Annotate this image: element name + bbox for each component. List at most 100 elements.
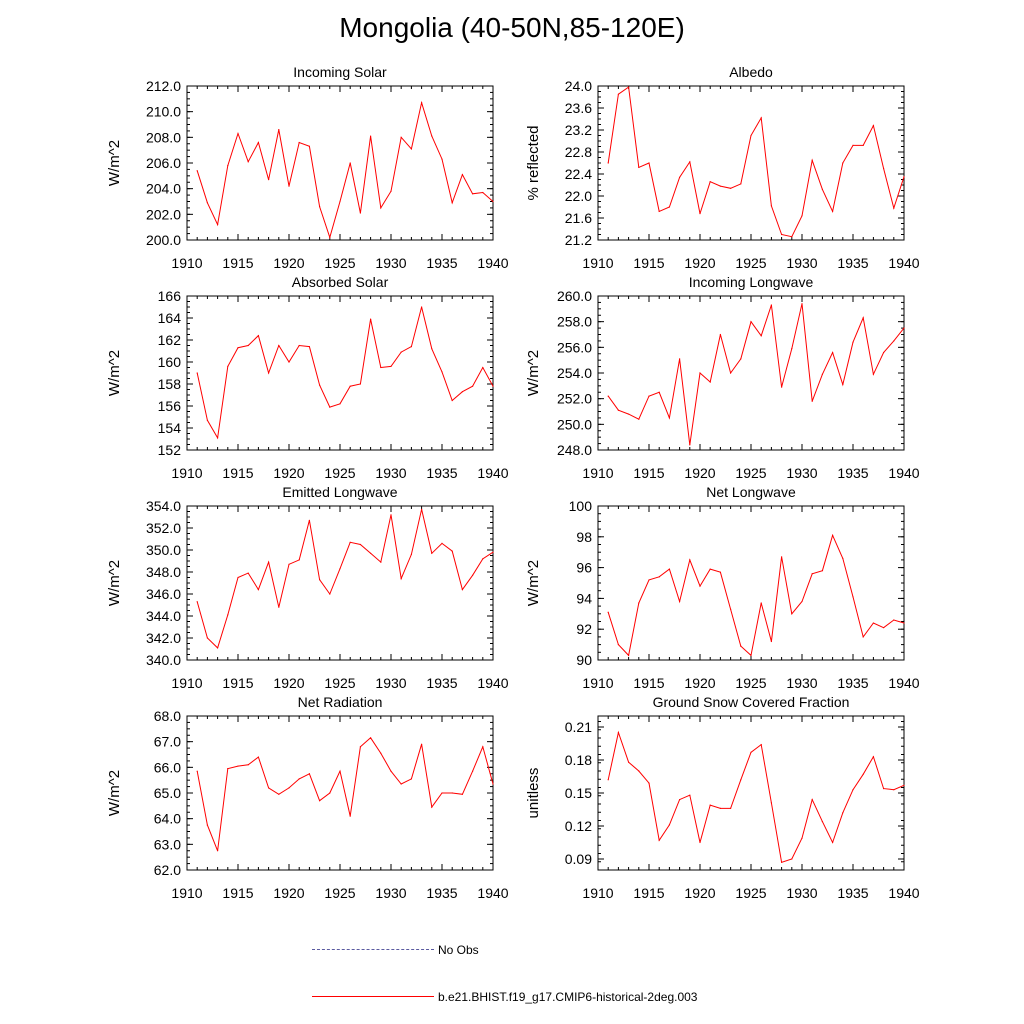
data-point (247, 764, 249, 766)
data-point (278, 129, 280, 131)
data-point (257, 141, 259, 144)
x-tick-label: 1910 (582, 465, 613, 481)
data-point (872, 622, 875, 624)
data-point (668, 568, 671, 570)
data-point (740, 183, 742, 185)
data-point (811, 799, 813, 801)
data-point (461, 793, 463, 795)
data-point (298, 344, 300, 347)
data-point (679, 799, 681, 801)
series-line (607, 303, 905, 445)
data-point (227, 768, 229, 770)
data-point (883, 351, 885, 354)
x-tick-label: 1925 (324, 675, 355, 691)
y-tick-label: 96 (576, 560, 592, 576)
data-point (268, 179, 270, 181)
chart-panel-4: 1910 1915 1920 1925 1930 1935 1940 248.0 250.0 25… (525, 274, 920, 481)
y-tick-label: 202.0 (146, 206, 181, 222)
data-point (719, 333, 722, 336)
data-point (227, 365, 229, 367)
data-point (410, 346, 412, 348)
data-point (791, 613, 793, 615)
y-tick-label: 22.0 (565, 188, 592, 204)
data-point (648, 782, 650, 784)
y-tick-label: 158 (158, 376, 182, 392)
data-point (872, 373, 875, 375)
data-point (349, 815, 351, 817)
data-point (903, 622, 905, 624)
y-tick-label: 340.0 (146, 652, 181, 668)
data-point (339, 200, 341, 203)
x-tick-label: 1915 (222, 465, 253, 481)
x-tick-label: 1940 (477, 885, 508, 901)
data-point (400, 783, 402, 785)
data-point (842, 162, 844, 164)
legend-dashed-line (312, 949, 434, 951)
y-tick-label: 160 (158, 354, 182, 370)
series-line (196, 306, 494, 440)
data-point (903, 176, 905, 178)
data-point (421, 743, 423, 745)
series-line (607, 730, 905, 863)
data-point (482, 558, 484, 560)
series-line (196, 737, 494, 851)
data-point (607, 395, 609, 397)
data-point (329, 406, 331, 408)
data-point (893, 619, 895, 621)
data-point (617, 644, 620, 646)
y-axis-label: unitless (525, 768, 542, 819)
plot-frame (597, 295, 905, 451)
x-tick-label: 1910 (582, 675, 613, 691)
x-tick-label: 1940 (888, 255, 919, 271)
data-point (441, 792, 443, 794)
x-tick-label: 1940 (888, 675, 919, 691)
data-point (288, 361, 290, 363)
data-point (359, 212, 361, 214)
chart-title: Incoming Solar (293, 64, 387, 80)
y-tick-label: 348.0 (146, 564, 181, 580)
data-point (852, 341, 854, 343)
data-point (689, 444, 691, 446)
x-tick-label: 1935 (426, 255, 457, 271)
y-tick-label: 350.0 (146, 542, 181, 558)
data-point (461, 589, 463, 591)
series-line (607, 86, 905, 238)
y-tick-label: 22.4 (565, 166, 592, 182)
data-point (370, 552, 372, 554)
data-point (699, 213, 701, 215)
data-point (196, 170, 198, 172)
y-tick-label: 250.0 (557, 416, 592, 432)
data-point (349, 385, 351, 387)
data-point (298, 778, 300, 780)
x-tick-label: 1940 (477, 675, 508, 691)
y-tick-label: 94 (576, 590, 592, 606)
data-point (709, 568, 711, 570)
chart-panel-3: 1910 1915 1920 1925 1930 1935 1940 152 154 156 158… (106, 274, 509, 481)
data-point (359, 383, 361, 385)
data-point (811, 573, 813, 575)
x-tick-label: 1925 (735, 885, 766, 901)
data-point (257, 589, 259, 591)
data-point (801, 837, 803, 839)
data-point (658, 391, 660, 393)
y-tick-label: 252.0 (557, 391, 592, 407)
data-point (227, 164, 229, 167)
data-point (852, 596, 854, 598)
x-tick-label: 1925 (324, 465, 355, 481)
plot-frame (186, 295, 494, 451)
data-point (410, 148, 412, 150)
data-point (883, 788, 885, 790)
series-line (607, 533, 905, 657)
y-tick-label: 67.0 (154, 734, 181, 750)
data-point (247, 161, 249, 163)
data-point (658, 839, 660, 841)
data-point (770, 640, 773, 643)
data-point (237, 347, 239, 349)
y-tick-label: 90 (576, 652, 592, 668)
y-axis-label: W/m^2 (106, 350, 123, 396)
plot-frame (597, 715, 905, 871)
plot-frame (597, 505, 905, 661)
data-point (298, 559, 300, 561)
data-point (206, 824, 208, 826)
